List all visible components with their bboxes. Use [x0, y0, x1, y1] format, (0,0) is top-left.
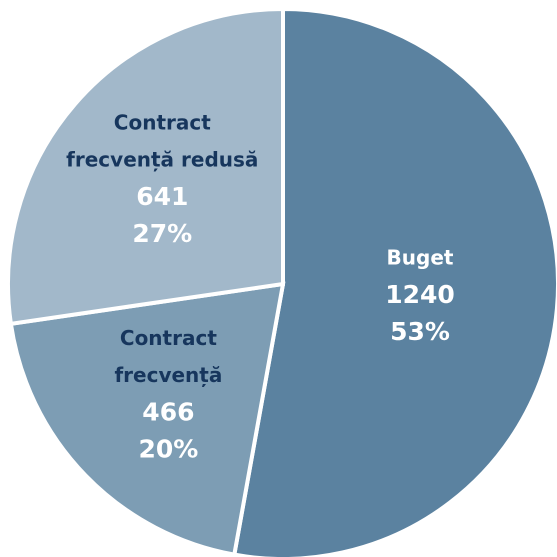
slice-label-value-1: 466	[142, 397, 194, 426]
slice-label-name-1-1: frecvență	[114, 363, 222, 387]
slice-label-name-0-0: Buget	[387, 246, 454, 270]
slice-label-name-1-0: Contract	[120, 326, 217, 350]
slice-label-percent-2: 27%	[132, 219, 192, 248]
slice-label-value-0: 1240	[385, 280, 455, 309]
slice-label-name-2-1: frecvență redusă	[66, 148, 258, 172]
slice-label-name-2-0: Contract	[114, 111, 211, 135]
pie-slice-1	[8, 281, 286, 557]
pie-slice-2	[6, 6, 285, 327]
slice-label-value-2: 641	[136, 182, 188, 211]
slice-label-percent-1: 20%	[138, 434, 198, 463]
slice-label-percent-0: 53%	[390, 317, 450, 346]
